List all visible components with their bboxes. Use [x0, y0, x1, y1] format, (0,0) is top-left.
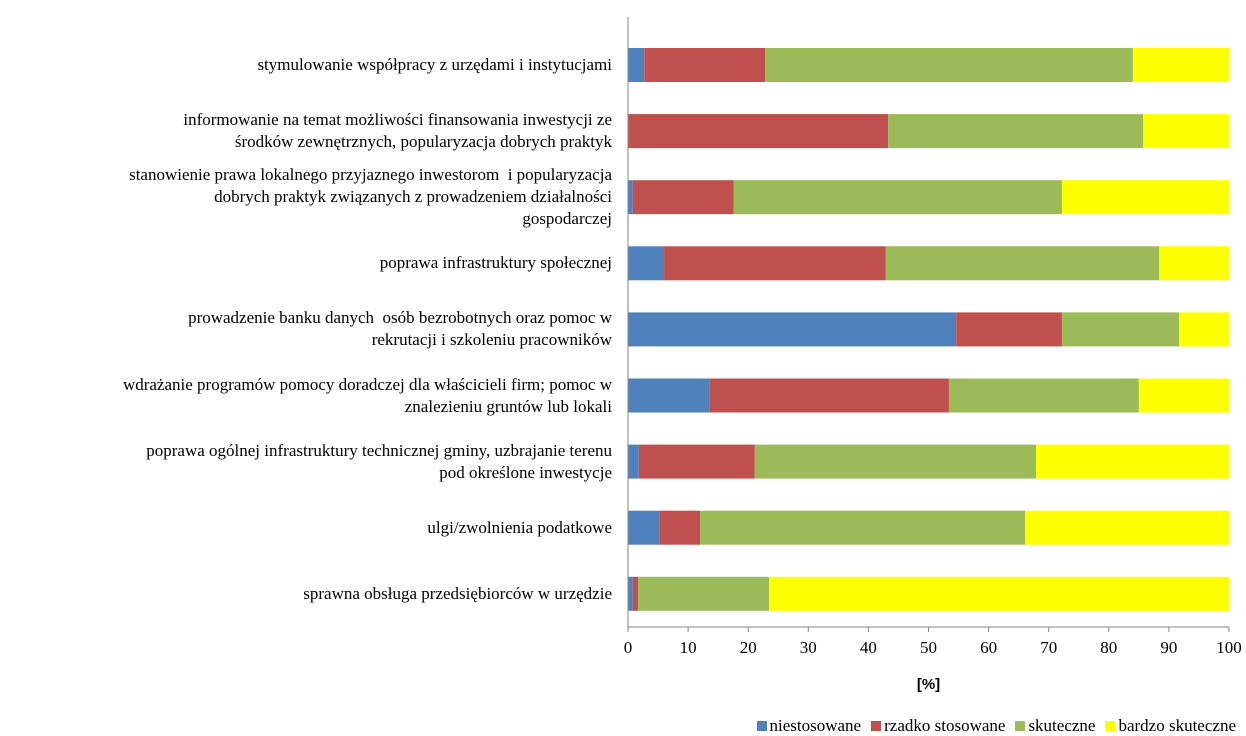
- bar-segment: [628, 246, 665, 281]
- bar-segment: [638, 576, 770, 611]
- x-tick-label: 50: [920, 638, 937, 657]
- category-label: stymulowanie współpracy z urzędami i ins…: [257, 55, 612, 74]
- bar-segment: [754, 444, 1037, 479]
- legend-swatch: [756, 721, 767, 731]
- legend-item: niestosowane: [756, 716, 862, 736]
- bar-segment: [765, 48, 1133, 82]
- x-tick-label: 20: [740, 638, 757, 657]
- legend: niestosowane rzadko stosowane skuteczne bar…: [0, 716, 1246, 736]
- legend-swatch: [871, 721, 882, 731]
- legend-label: rzadko stosowane: [884, 716, 1006, 735]
- category-label: prowadzenie banku danych osób bezrobotny…: [188, 308, 612, 350]
- bar-segment: [1036, 444, 1229, 479]
- x-axis-label: [%]: [917, 676, 940, 693]
- bar-segment: [628, 510, 660, 545]
- bar-segment: [1179, 312, 1229, 347]
- x-tick-label: 40: [860, 638, 877, 657]
- legend-item: rzadko stosowane: [871, 716, 1005, 736]
- x-tick-label: 60: [980, 638, 997, 657]
- bar-segment: [664, 246, 886, 281]
- bar-segment: [628, 48, 645, 82]
- bar-segment: [1132, 48, 1229, 82]
- bar-segment: [632, 180, 734, 215]
- category-label: poprawa ogólnej infrastruktury techniczn…: [146, 440, 612, 482]
- legend-label: skuteczne: [1028, 716, 1096, 735]
- category-label: stanowienie prawa lokalnego przyjaznego …: [129, 165, 612, 229]
- bar-segment: [888, 114, 1144, 149]
- bar-segment: [1025, 510, 1229, 545]
- bar-segment: [956, 312, 1062, 347]
- legend-swatch: [1105, 721, 1116, 731]
- x-tick-label: 10: [680, 638, 697, 657]
- bar-segment: [644, 48, 766, 82]
- legend-item: bardzo skuteczne: [1105, 716, 1236, 736]
- bar-segment: [1061, 180, 1229, 215]
- bar-segment: [1143, 114, 1229, 149]
- bar-segment: [632, 576, 639, 611]
- bar-segment: [628, 444, 639, 479]
- legend-swatch: [1015, 721, 1026, 731]
- bar-segment: [700, 510, 1026, 545]
- x-tick-label: 80: [1100, 638, 1117, 657]
- category-label: sprawna obsługa przedsiębiorców w urzędz…: [303, 583, 612, 603]
- bar-segment: [638, 444, 755, 479]
- x-tick-label: 0: [624, 638, 633, 657]
- legend-label: bardzo skuteczne: [1118, 716, 1236, 735]
- bar-segment: [628, 576, 633, 611]
- bar-segment: [1159, 246, 1229, 281]
- bar-segment: [628, 180, 633, 215]
- x-tick-label: 90: [1160, 638, 1177, 657]
- bar-segment: [769, 576, 1229, 611]
- category-label: informowanie na temat możliwości finanso…: [183, 110, 612, 152]
- x-tick-label: 100: [1216, 638, 1242, 657]
- bar-segment: [709, 378, 949, 413]
- bar-segment: [628, 378, 710, 413]
- category-label: poprawa infrastruktury społecznej: [379, 253, 612, 273]
- bar-segment: [1061, 312, 1180, 347]
- category-label: wdrażanie programów pomocy doradczej dla…: [122, 374, 612, 416]
- bar-segment: [628, 312, 957, 347]
- x-tick-label: 70: [1040, 638, 1057, 657]
- bar-segment: [948, 378, 1139, 413]
- bar-segment: [659, 510, 701, 545]
- bar-segment: [1138, 378, 1229, 413]
- bar-segment: [885, 246, 1160, 281]
- bar-segment: [733, 180, 1062, 215]
- bar-segment: [628, 114, 889, 149]
- legend-item: skuteczne: [1015, 716, 1095, 736]
- legend-label: niestosowane: [769, 716, 862, 735]
- x-tick-label: 30: [800, 638, 817, 657]
- category-label: ulgi/zwolnienia podatkowe: [427, 517, 612, 537]
